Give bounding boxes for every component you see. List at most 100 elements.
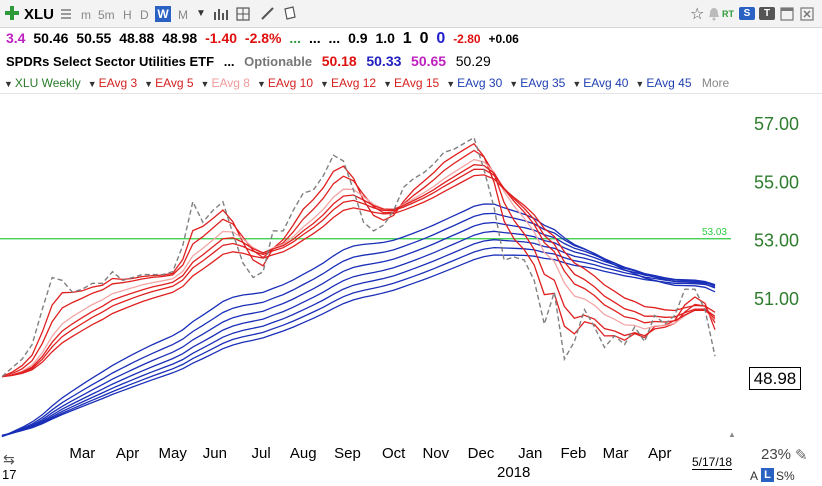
legend-item[interactable]: ▼ EAvg 30 xyxy=(446,76,502,90)
short-average-line xyxy=(1,174,716,378)
period-h-button[interactable]: H xyxy=(123,8,132,22)
year-2017-label: 17 xyxy=(2,467,17,482)
price-chart[interactable]: 53.03 57.00 55.00 53.00 51.00 Mar Apr May Jun Jul… xyxy=(0,94,822,486)
legend-item[interactable]: ▼ EAvg 12 xyxy=(320,76,376,90)
plus-icon[interactable] xyxy=(4,5,20,21)
year-2018-label: 2018 xyxy=(497,464,531,481)
quote-v3: 1 xyxy=(402,30,412,47)
legend-label: EAvg 5 xyxy=(155,76,194,90)
price-line xyxy=(1,136,716,378)
y-tick-label: 53.00 xyxy=(754,231,799,251)
end-date-field[interactable]: 5/17/18 xyxy=(692,455,733,470)
legend-item[interactable]: ▼ EAvg 15 xyxy=(383,76,439,90)
quote-row: 3.4 50.46 50.55 48.88 48.98 -1.40 -2.8% … xyxy=(6,30,523,48)
zoom-level[interactable]: 23% xyxy=(761,446,792,463)
reference-line-label: 53.03 xyxy=(702,227,727,238)
legend-row: ▼ XLU Weekly ▼ EAvg 3 ▼ EAvg 5 ▼ EAvg 8 ▼ EAvg 10… xyxy=(4,76,729,90)
legend-item[interactable]: ▼ EAvg 3 xyxy=(88,76,137,90)
quote-change-pct: -2.8% xyxy=(244,30,282,46)
period-d-button[interactable]: D xyxy=(140,8,149,22)
legend-divider xyxy=(0,93,822,94)
scale-log-button[interactable]: L xyxy=(761,468,774,482)
info-value-1: 50.18 xyxy=(321,53,357,69)
short-average-line xyxy=(1,168,716,378)
x-tick-label: Jul xyxy=(251,445,270,462)
y-tick-label: 57.00 xyxy=(754,114,799,134)
legend-label: EAvg 35 xyxy=(520,76,566,90)
name-dots: ... xyxy=(223,54,235,69)
tile-icon[interactable] xyxy=(780,7,794,21)
x-tick-label: Nov xyxy=(422,445,449,462)
short-average-line xyxy=(1,142,716,378)
symbol-field[interactable]: XLU xyxy=(24,6,54,23)
s-button[interactable]: S xyxy=(739,7,755,20)
optionable-label: Optionable xyxy=(244,54,313,69)
rt-badge[interactable]: RT xyxy=(722,9,734,19)
x-tick-label: Mar xyxy=(69,445,95,462)
security-name: SPDRs Select Sector Utilities ETF xyxy=(6,54,215,69)
last-price-box: 48.98 xyxy=(749,367,801,390)
quote-open: 50.46 xyxy=(33,30,69,46)
legend-item[interactable]: ▼ EAvg 5 xyxy=(144,76,193,90)
x-tick-label: Jun xyxy=(203,445,227,462)
quote-high: 50.55 xyxy=(76,30,112,46)
period-m-monthly-button[interactable]: M xyxy=(178,8,188,22)
legend-caret-icon: ▼ xyxy=(635,79,645,89)
line-tool-icon[interactable] xyxy=(260,6,275,21)
quote-dots-green: ... xyxy=(289,30,302,46)
long-average-line xyxy=(1,212,716,438)
period-5m-button[interactable]: 5m xyxy=(98,8,115,22)
quote-dots-2: ... xyxy=(328,30,341,46)
legend-caret-icon: ▼ xyxy=(256,79,266,89)
legend-label: EAvg 10 xyxy=(267,76,314,90)
legend-caret-icon: ▼ xyxy=(446,79,456,89)
x-tick-label: Apr xyxy=(648,445,671,462)
long-average-line xyxy=(1,246,716,437)
star-icon[interactable]: ☆ xyxy=(690,6,705,23)
toolbar: XLU m 5m H D W M ▼ ☆ RT S T xyxy=(0,0,822,28)
x-tick-label: Oct xyxy=(382,445,406,462)
bell-icon[interactable] xyxy=(708,7,720,21)
y-tick-label: 51.00 xyxy=(754,289,799,309)
legend-item[interactable]: ▼ EAvg 45 xyxy=(635,76,691,90)
scroll-up-icon[interactable]: ▲ xyxy=(728,430,736,439)
legend-label: XLU Weekly xyxy=(14,76,81,90)
x-tick-label: Dec xyxy=(468,445,495,462)
x-tick-label: Mar xyxy=(603,445,629,462)
scale-percent-button[interactable]: S% xyxy=(776,469,795,483)
legend-item[interactable]: ▼ EAvg 40 xyxy=(572,76,628,90)
legend-caret-icon: ▼ xyxy=(383,79,393,89)
quote-dots-1: ... xyxy=(308,30,321,46)
short-average-line xyxy=(1,149,716,378)
legend-label: EAvg 30 xyxy=(457,76,503,90)
list-icon[interactable] xyxy=(60,8,72,20)
grid-icon[interactable] xyxy=(236,7,250,21)
legend-item[interactable]: ▼ EAvg 8 xyxy=(201,76,250,90)
t-button[interactable]: T xyxy=(759,7,775,20)
legend-item[interactable]: ▼ EAvg 10 xyxy=(257,76,313,90)
y-tick-label: 55.00 xyxy=(754,172,799,192)
legend-item[interactable]: ▼ EAvg 35 xyxy=(509,76,565,90)
note-icon[interactable] xyxy=(283,6,297,21)
period-dropdown-icon[interactable]: ▼ xyxy=(196,8,206,19)
legend-item[interactable]: ▼ XLU Weekly xyxy=(4,76,81,90)
x-tick-label: May xyxy=(159,445,188,462)
close-icon[interactable] xyxy=(800,7,814,21)
legend-caret-icon: ▼ xyxy=(320,79,329,89)
period-w-button[interactable]: W xyxy=(155,6,171,22)
info-value-2: 50.33 xyxy=(366,53,402,69)
refresh-icon[interactable]: ⇆ xyxy=(3,451,15,467)
period-m-button[interactable]: m xyxy=(81,8,91,22)
scale-a-button[interactable]: A xyxy=(750,469,759,483)
legend-caret-icon: ▼ xyxy=(144,79,154,89)
legend-caret-icon: ▼ xyxy=(200,79,210,89)
bar-chart-icon[interactable] xyxy=(213,7,229,21)
quote-low: 48.88 xyxy=(119,30,155,46)
edit-icon[interactable]: ✎ xyxy=(795,447,808,464)
legend-label: EAvg 40 xyxy=(583,76,629,90)
long-average-line xyxy=(1,221,716,438)
quote-v6: -2.80 xyxy=(453,32,481,46)
quote-v7: +0.06 xyxy=(488,32,519,46)
legend-label: EAvg 3 xyxy=(98,76,138,90)
legend-more-button[interactable]: More xyxy=(701,76,730,90)
